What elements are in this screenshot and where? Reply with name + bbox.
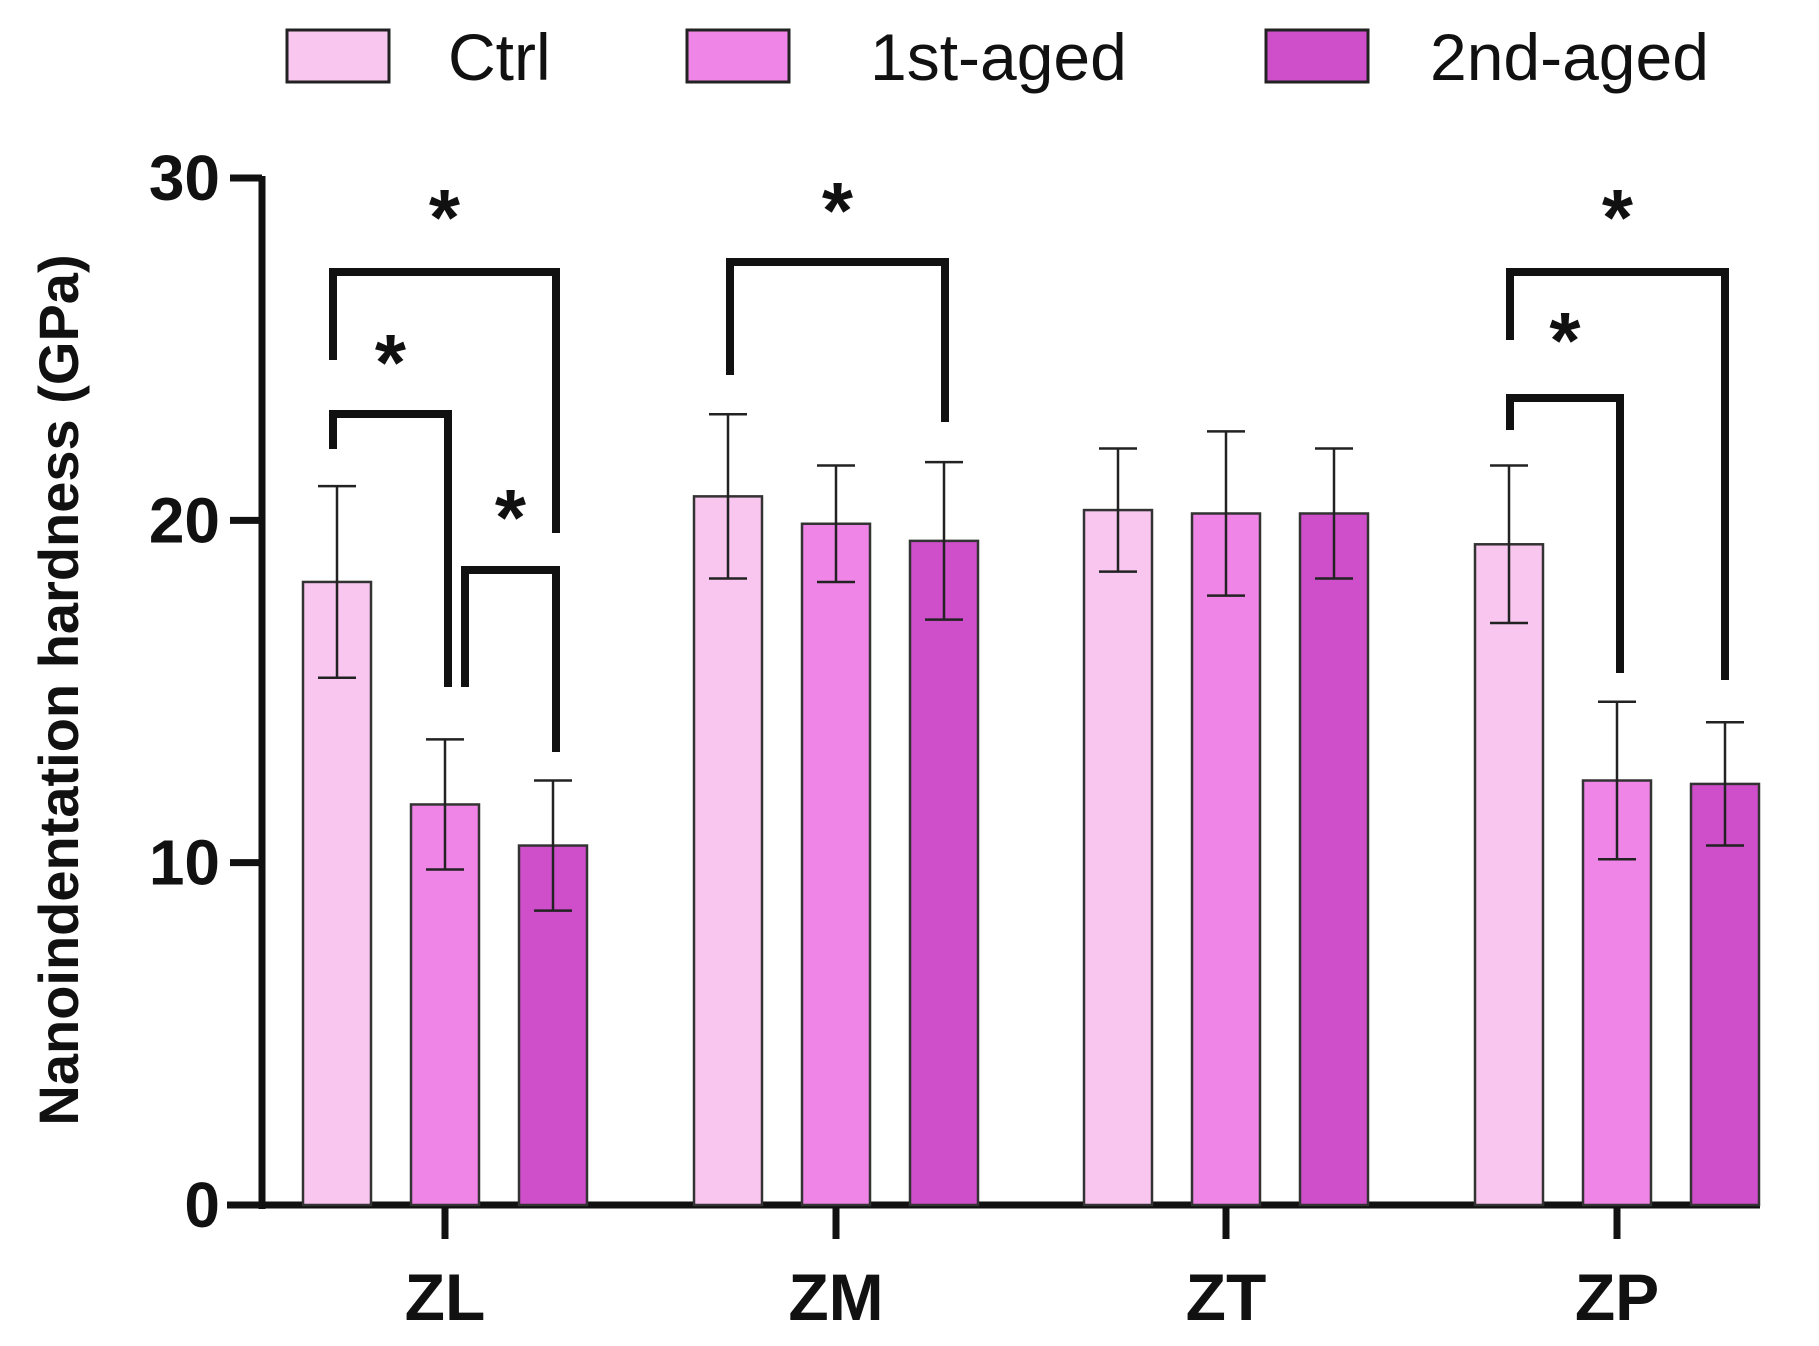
bars [301,495,1761,1207]
y-tick-label: 30 [149,142,220,214]
bar-zp-1st-aged [1581,779,1653,1207]
significance-asterisk: * [375,318,407,407]
significance-bracket: * [1506,173,1729,680]
error-bar [1598,700,1636,861]
error-bar [1099,447,1137,573]
significance-bracket: * [1506,296,1624,673]
significance-bracket: * [329,318,452,687]
bar-zl-1st-aged [409,803,481,1207]
error-bar [426,738,464,871]
bar-zt-1st-aged [1190,512,1262,1207]
legend-label: Ctrl [448,20,551,94]
bar-zm-2nd-aged [908,539,980,1207]
bar-zt-ctrl [1082,508,1154,1207]
error-bar [1207,430,1245,597]
error-bar [925,460,963,621]
legend: Ctrl 1st-aged 2nd-aged [285,20,1709,94]
significance-asterisk: * [495,473,527,562]
error-bar [817,464,855,584]
legend-swatch [285,28,391,84]
significance-bracket: * [461,473,560,752]
y-tick-label: 0 [184,1169,220,1241]
y-tick-label: 10 [149,827,220,899]
significance-asterisk: * [1602,173,1634,262]
error-bar [1490,464,1528,625]
bar-zp-2nd-aged [1689,782,1761,1207]
error-bar [709,412,747,580]
x-tick-label: ZL [405,1260,486,1334]
x-tick-label: ZM [788,1260,883,1334]
error-bar [1315,447,1353,580]
x-tick-label: ZP [1575,1260,1659,1334]
significance-asterisk: * [1549,296,1581,385]
y-axis: 0 10 20 30 [149,142,266,1241]
significance-asterisk: * [822,166,854,255]
legend-label: 1st-aged [870,20,1127,94]
x-tick-label: ZT [1186,1260,1267,1334]
significance-brackets: ****** [329,166,1729,752]
error-bar [1706,721,1744,847]
bar-zt-2nd-aged [1298,512,1370,1207]
significance-bracket: * [726,166,949,422]
significance-bracket: * [329,173,560,533]
error-bars [318,412,1744,912]
legend-swatch [685,28,791,84]
error-bar [318,484,356,680]
significance-asterisk: * [429,173,461,262]
bar-zm-1st-aged [800,522,872,1207]
error-bar [534,779,572,912]
legend-label: 2nd-aged [1430,20,1709,94]
x-axis: ZL ZM ZT ZP [227,1201,1760,1334]
y-tick-label: 20 [149,484,220,556]
y-axis-title: Nanoindentation hardness (GPa) [27,254,90,1125]
bar-zp-ctrl [1473,543,1545,1207]
legend-swatch [1264,28,1370,84]
bar-zm-ctrl [692,495,764,1207]
